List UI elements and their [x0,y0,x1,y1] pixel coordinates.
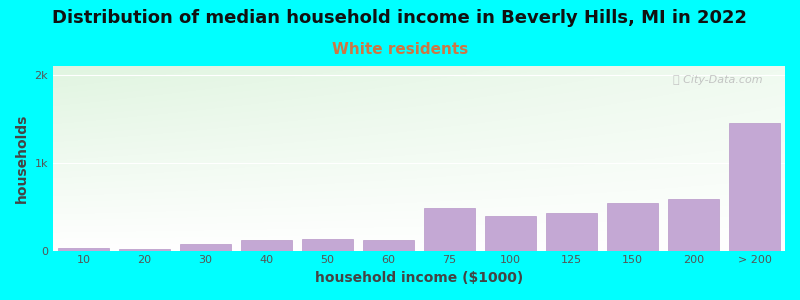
Bar [729,123,781,250]
Text: Distribution of median household income in Beverly Hills, MI in 2022: Distribution of median household income … [53,9,747,27]
Bar [546,213,598,250]
Bar [241,240,293,250]
Bar [118,249,170,250]
Y-axis label: households: households [15,114,29,203]
Bar [362,240,414,250]
Text: ⓘ City-Data.com: ⓘ City-Data.com [674,75,763,85]
Bar [423,208,475,250]
Bar [667,199,719,250]
Bar [606,203,658,250]
Bar [58,248,110,250]
Text: White residents: White residents [332,42,468,57]
Bar [302,239,354,250]
Bar [485,216,537,250]
Bar [180,244,231,250]
X-axis label: household income ($1000): household income ($1000) [315,271,523,285]
